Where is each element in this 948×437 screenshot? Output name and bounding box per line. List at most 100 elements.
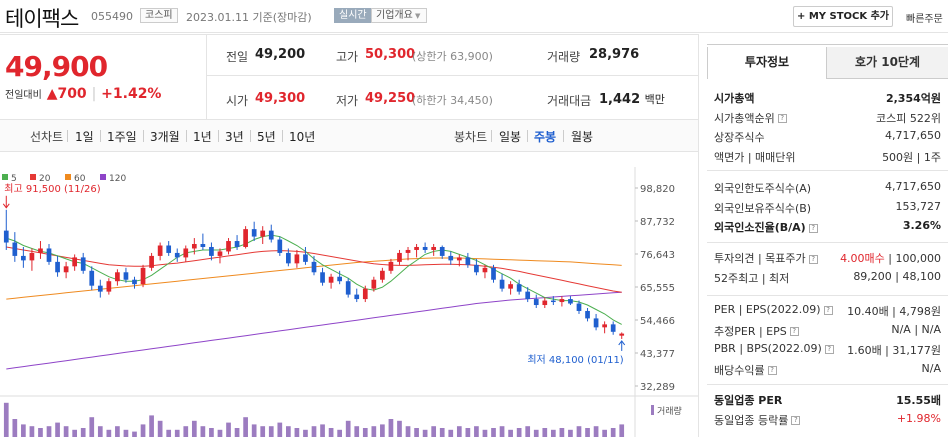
price-change: 전일대비 ▲700 | +1.42%	[5, 86, 161, 102]
period-1d[interactable]: 1일	[75, 130, 94, 144]
info-row-value-text: 2,354억원	[885, 92, 941, 105]
volume-bar	[405, 426, 411, 437]
info-row: 투자의견 | 목표주가? 4.00매수 | 100,000	[714, 250, 948, 268]
period-1w[interactable]: 1주일	[107, 130, 137, 144]
stock-code: 055490	[91, 10, 133, 23]
moving-average-20	[6, 246, 622, 293]
help-icon[interactable]: ?	[808, 254, 818, 264]
volume-bar	[345, 420, 351, 437]
volume-bar	[619, 424, 625, 437]
candle-weekly[interactable]: 주봉	[534, 130, 557, 144]
info-row: 배당수익률? N/A	[714, 362, 948, 380]
info-row: 시가총액순위? 코스피 522위	[714, 110, 948, 128]
change-percent: +1.42%	[101, 86, 162, 102]
y-tick-label: 32,289	[640, 382, 675, 393]
volume-bar	[439, 428, 445, 437]
divider	[707, 242, 948, 243]
volume-bar	[80, 428, 86, 437]
upper-limit: (상한가 63,900)	[412, 50, 493, 63]
period-10y[interactable]: 10년	[289, 130, 316, 144]
info-row-label: 52주최고 | 최저	[714, 271, 790, 285]
info-row-value-text: 15.55배	[896, 394, 941, 407]
line-chart-label: 선차트	[30, 130, 64, 144]
info-row: 추정PER | EPS? N/A | N/A	[714, 323, 948, 341]
company-overview-select[interactable]: 기업개요 ▼	[371, 8, 427, 23]
help-icon[interactable]: ?	[791, 416, 801, 425]
high-label: 고가	[336, 50, 359, 64]
period-3m[interactable]: 3개월	[150, 130, 180, 144]
divider	[563, 130, 564, 142]
candle-monthly[interactable]: 월봉	[571, 130, 594, 144]
legend-swatch	[2, 174, 8, 180]
volume-bar	[166, 429, 172, 437]
low-label: 저가	[336, 94, 359, 108]
volume-bar	[123, 429, 129, 437]
quick-order-link[interactable]: 빠른주문	[906, 14, 943, 25]
help-icon[interactable]: ?	[823, 305, 833, 315]
info-row: 외국인소진율(B/A)? 3.26%	[714, 219, 948, 237]
candle-body	[474, 264, 479, 273]
candle-body	[439, 246, 445, 256]
candle-body	[311, 261, 317, 273]
info-row-value: 4.00매수 | 100,000	[840, 250, 941, 266]
help-icon[interactable]: ?	[767, 366, 777, 375]
candle-body	[286, 252, 291, 264]
candle-daily[interactable]: 일봉	[499, 130, 522, 144]
volume-bar	[362, 428, 368, 437]
lower-limit: (하한가 34,450)	[412, 94, 493, 107]
volume-bar	[157, 420, 163, 437]
period-3y[interactable]: 3년	[225, 130, 244, 144]
legend-swatch	[100, 174, 106, 180]
info-row: 상장주식수 4,717,650	[714, 129, 948, 147]
market-badge: 코스피	[140, 8, 178, 23]
help-icon[interactable]: ?	[789, 327, 799, 336]
volume-bar	[354, 426, 360, 437]
volume-bar	[115, 426, 120, 437]
info-row-value: 코스피 522위	[876, 110, 941, 126]
volume-bar	[559, 428, 565, 437]
price-chart[interactable]: 98,820 87,732 76,643 65,555 54,466 43,377 32,2…	[0, 153, 698, 437]
candle-body	[602, 324, 607, 328]
volume-bar	[217, 429, 223, 437]
info-row-label: 시가총액	[714, 92, 755, 105]
info-row-value-text: N/A	[921, 361, 941, 375]
candle-chart-label: 봉차트	[454, 130, 488, 144]
volume-bar	[183, 426, 189, 437]
tab-orderbook[interactable]: 호가 10단계	[827, 47, 948, 79]
info-row: 액면가 | 매매단위 500원 | 1주	[714, 149, 948, 167]
candle-body	[72, 257, 78, 267]
candle-body	[38, 248, 43, 253]
info-row-value: 89,200 | 48,100	[853, 270, 941, 283]
candle-body	[123, 272, 129, 280]
chevron-down-icon: ▼	[412, 12, 421, 20]
candle-body	[166, 245, 172, 253]
period-5y[interactable]: 5년	[257, 130, 276, 144]
candle-body	[234, 241, 240, 247]
help-icon[interactable]: ?	[808, 223, 818, 233]
period-1y[interactable]: 1년	[193, 130, 212, 144]
volume-bar	[3, 402, 9, 437]
volume-bar	[499, 426, 505, 437]
volume-bar	[200, 426, 206, 437]
info-row-value-text: +1.98%	[896, 411, 941, 425]
help-icon[interactable]: ?	[824, 344, 834, 354]
candle-body	[516, 284, 522, 292]
open-value: 49,300	[255, 91, 306, 106]
divider	[67, 130, 68, 142]
tab-invest-info[interactable]: 투자정보	[707, 47, 827, 79]
divider	[0, 34, 698, 35]
add-mystock-button[interactable]: + MY STOCK 추가	[793, 6, 893, 27]
realtime-badge[interactable]: 실시간	[334, 8, 372, 23]
info-row-value-text: N/A | N/A	[891, 322, 941, 336]
volume-bar	[525, 426, 531, 437]
candle-body	[89, 270, 95, 286]
volume-bar	[191, 420, 197, 437]
divider	[707, 384, 948, 385]
help-icon[interactable]: ?	[777, 114, 787, 123]
change-label: 전일대비	[5, 90, 42, 101]
divider	[206, 34, 207, 119]
volume-bar	[46, 426, 52, 437]
low-annotation: 최저 48,100 (01/11)	[527, 354, 623, 366]
volume-bar	[414, 428, 419, 437]
amount-unit: 백만	[644, 93, 665, 106]
